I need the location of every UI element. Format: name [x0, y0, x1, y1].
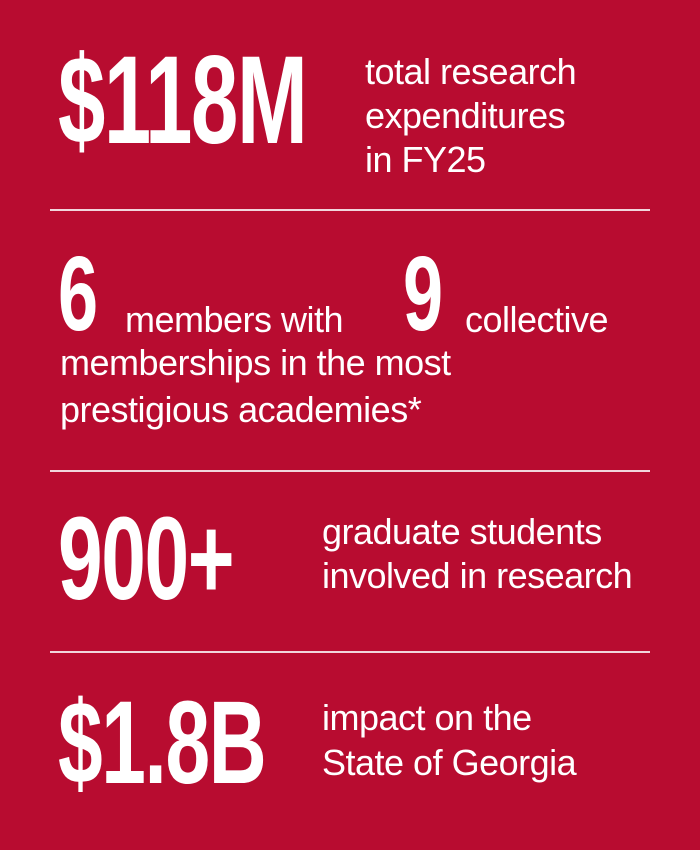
stat-label-line: in FY25: [365, 139, 486, 180]
stat-label-line: expenditures: [365, 95, 566, 136]
stat-label-text: members with: [125, 299, 344, 340]
stat-value: $1.8B: [58, 677, 267, 809]
stat-label-line: impact on the: [322, 697, 532, 738]
stat-value: 900+: [58, 493, 235, 625]
stat-value: 6: [58, 235, 98, 353]
stat-value: $118M: [58, 31, 308, 170]
stat-label-line: prestigious academies*: [60, 389, 422, 430]
stat-label-line: memberships in the most: [60, 342, 451, 383]
stat-value: 9: [403, 235, 443, 353]
stat-label-line: total research: [365, 51, 577, 92]
stat-label-line: involved in research: [322, 555, 633, 596]
stat-label-line: graduate students: [322, 511, 602, 552]
divider: [50, 651, 650, 653]
divider: [50, 209, 650, 211]
divider: [50, 470, 650, 472]
stat-label-text: collective: [465, 299, 609, 340]
stat-label-line: State of Georgia: [322, 742, 577, 783]
